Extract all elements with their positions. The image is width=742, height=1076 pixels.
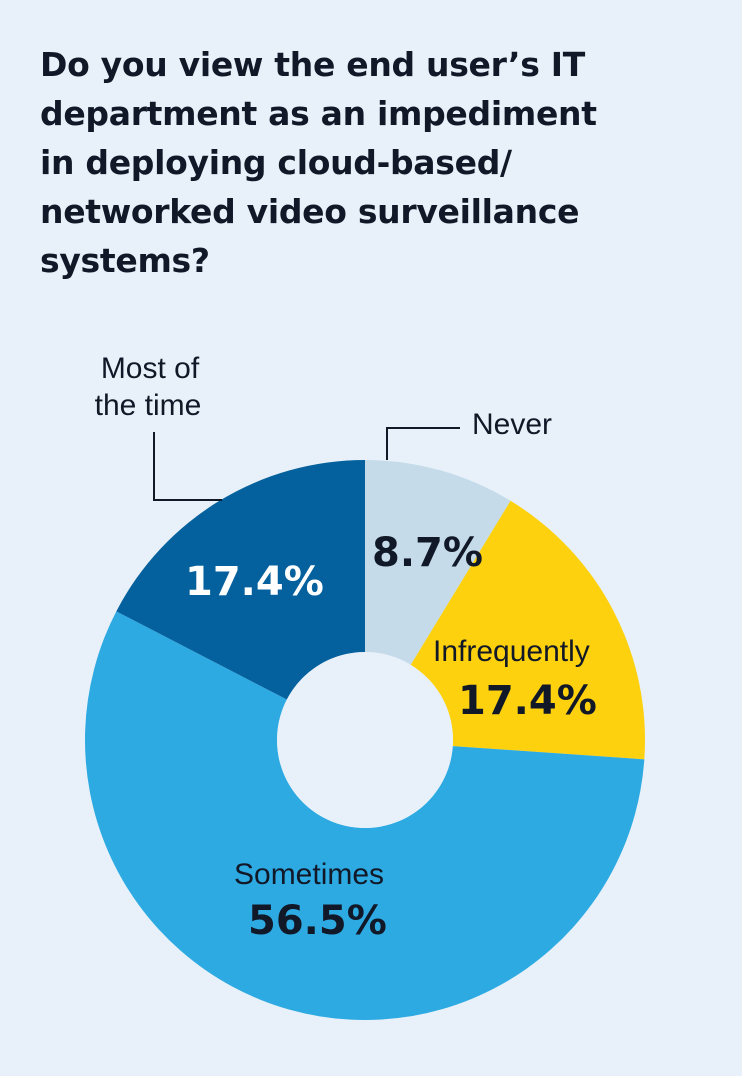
never-value-label: 8.7%	[372, 530, 483, 576]
chart-title: Do you view the end user’s IT department…	[40, 45, 597, 280]
most-of-the-time-label-line1: Most of	[101, 352, 200, 385]
most-of-the-time-label-line2: the time	[95, 389, 202, 422]
most-of-the-time-value-label: 17.4%	[185, 559, 324, 605]
most-of-the-time-leader-line	[153, 432, 222, 501]
slice-infrequently	[410, 500, 645, 760]
infrequently-value-label: 17.4%	[458, 678, 597, 724]
sometimes-label: Sometimes	[234, 858, 384, 891]
donut-slices	[84, 460, 645, 1021]
infrequently-label: Infrequently	[433, 635, 590, 668]
never-leader-line	[386, 427, 460, 460]
slice-sometimes	[84, 611, 645, 1021]
sometimes-value-label: 56.5%	[248, 898, 387, 944]
slice-most-of-the-time	[116, 460, 365, 700]
never-label: Never	[472, 408, 552, 441]
donut-hole	[277, 652, 453, 828]
slice-never	[365, 460, 511, 665]
